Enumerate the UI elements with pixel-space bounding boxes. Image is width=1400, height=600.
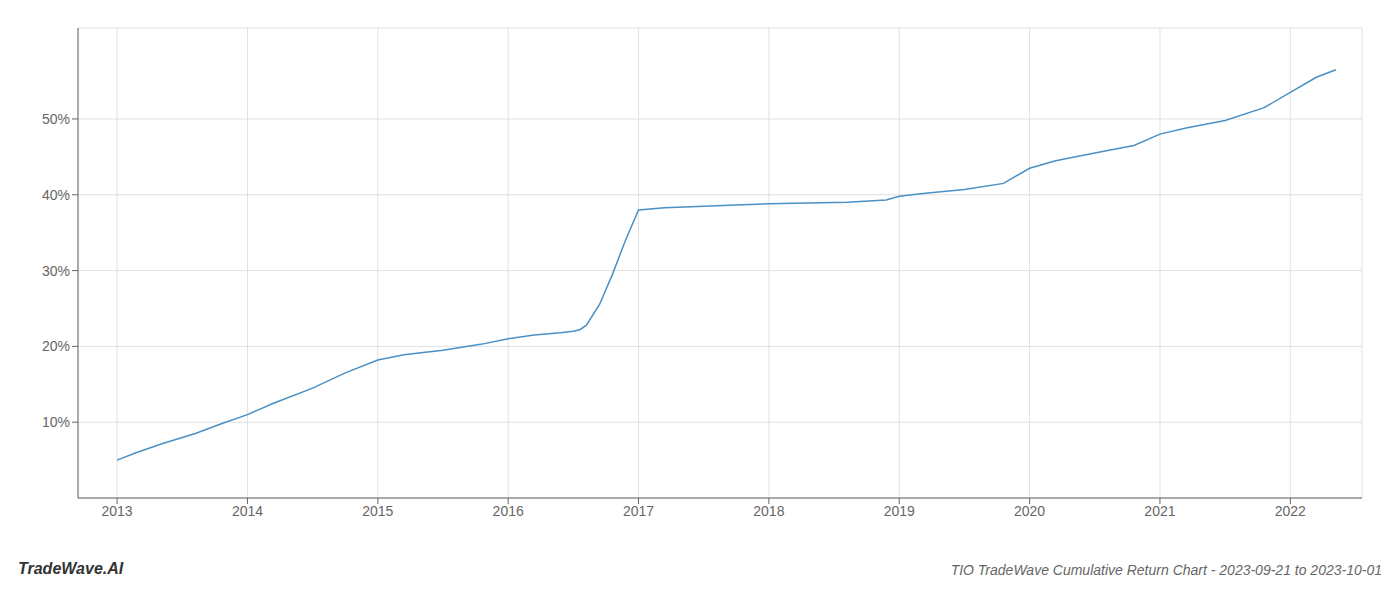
svg-text:2020: 2020 [1014, 503, 1045, 519]
html-text:TIO TradeWave Cumulative Retur: TIO TradeWave Cumulative Return Chart - … [950, 562, 1382, 578]
svg-text:30%: 30% [42, 263, 70, 279]
html-text:TradeWave.AI: TradeWave.AI [18, 560, 124, 577]
svg-text:2016: 2016 [493, 503, 524, 519]
svg-text:2022: 2022 [1275, 503, 1306, 519]
svg-text:40%: 40% [42, 187, 70, 203]
svg-text:50%: 50% [42, 111, 70, 127]
svg-text:2015: 2015 [362, 503, 393, 519]
svg-text:2013: 2013 [102, 503, 133, 519]
svg-text:2019: 2019 [884, 503, 915, 519]
svg-text:2021: 2021 [1144, 503, 1175, 519]
svg-text:10%: 10% [42, 414, 70, 430]
svg-text:2017: 2017 [623, 503, 654, 519]
svg-text:2018: 2018 [753, 503, 784, 519]
svg-text:2014: 2014 [232, 503, 263, 519]
svg-text:20%: 20% [42, 338, 70, 354]
